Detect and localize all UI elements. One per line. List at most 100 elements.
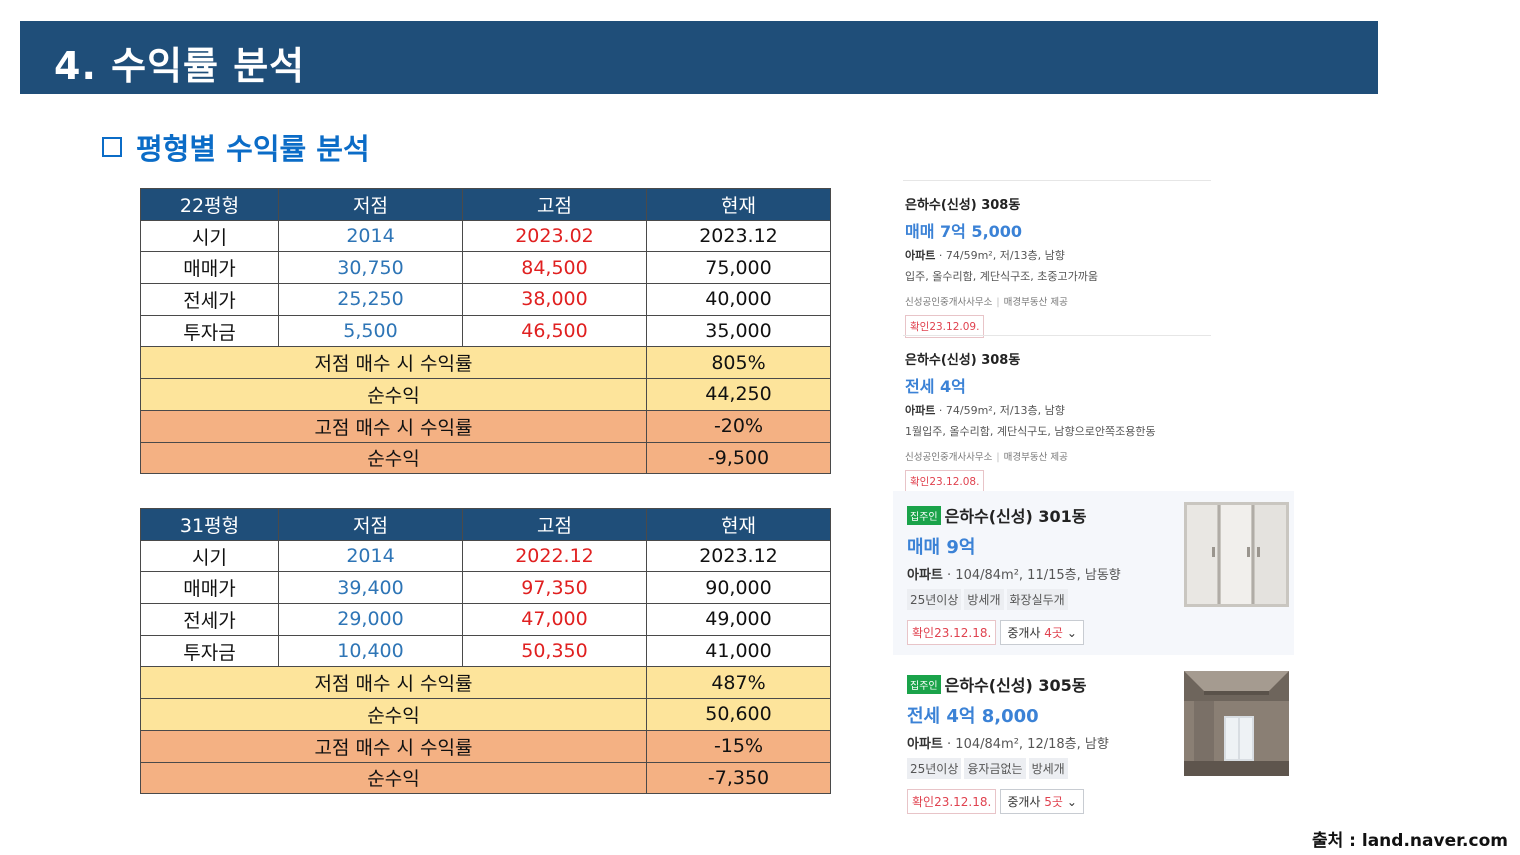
low-value: 25,250 [278, 283, 463, 316]
low-value: 30,750 [278, 251, 463, 285]
profit-table-31: 31평형 저점 고점 현재 시기 2014 2022.12 2023.12 매매… [140, 508, 831, 795]
agents-label: 중개사 [1007, 795, 1041, 809]
card-tag: 융자금없는 [964, 758, 1026, 779]
summary-row: 순수익 44,250 [140, 378, 831, 411]
listing-agent-name: 신성공인중개사사무소 [905, 297, 993, 308]
listing-photo-room[interactable] [1184, 671, 1289, 776]
card-spec: 아파트 · 104/84m², 12/18층, 남향 [907, 737, 1109, 752]
table-header-cell: 고점 [462, 188, 647, 221]
card-spec: 아파트 · 104/84m², 11/15층, 남동향 [907, 568, 1121, 583]
agents-dropdown-button[interactable]: 중개사 4곳 ⌄ [1000, 620, 1084, 645]
low-value: 39,400 [278, 571, 463, 605]
agents-count: 5곳 [1044, 795, 1063, 809]
high-value: 2023.02 [462, 219, 647, 253]
section-subtitle: 평형별 수익률 분석 [102, 126, 370, 168]
listing-spec-text: 74/59m², 저/13층, 남향 [945, 249, 1065, 262]
table-row: 전세가 25,250 38,000 40,000 [140, 283, 831, 316]
current-value: 41,000 [646, 634, 831, 668]
high-value: 50,350 [462, 634, 647, 668]
card-tags: 25년이상 방세개 화장실두개 [907, 589, 1121, 610]
summary-value: 50,600 [646, 698, 831, 731]
listing-desc: 1월입주, 올수리함, 계단식구도, 남향으로안쪽조용한동 [905, 425, 1156, 438]
current-value: 40,000 [646, 283, 831, 316]
card-tags: 25년이상 융자금없는 방세개 [907, 758, 1109, 779]
table-header-cell: 고점 [462, 508, 647, 541]
row-label: 매매가 [140, 571, 279, 605]
listing-divider [903, 180, 1211, 181]
low-value: 29,000 [278, 603, 463, 636]
summary-value: 44,250 [646, 378, 831, 411]
listing-item[interactable]: 은하수(신성) 308동 전세 4억 아파트 · 74/59m², 저/13층,… [905, 349, 1156, 493]
chevron-down-icon: ⌄ [1066, 795, 1077, 809]
summary-row: 고점 매수 시 수익률 -15% [140, 729, 831, 763]
current-value: 2023.12 [646, 219, 831, 253]
table-row: 투자금 5,500 46,500 35,000 [140, 314, 831, 348]
summary-row: 순수익 50,600 [140, 698, 831, 731]
current-value: 35,000 [646, 314, 831, 348]
card-spec-text: 104/84m², 12/18층, 남향 [955, 737, 1109, 752]
listing-provider: 매경부동산 제공 [1003, 452, 1068, 463]
summary-label: 순수익 [140, 761, 647, 795]
card-price: 전세 4억 8,000 [907, 706, 1039, 727]
listing-building: 은하수(신성) 308동 [905, 198, 1021, 213]
row-label: 시기 [140, 539, 279, 573]
listing-spec-text: 74/59m², 저/13층, 남향 [945, 404, 1065, 417]
listing-price: 전세 4억 [905, 377, 966, 396]
low-value: 2014 [278, 539, 463, 573]
owner-badge: 집주인 [907, 674, 941, 694]
listing-item[interactable]: 은하수(신성) 308동 매매 7억 5,000 아파트 · 74/59m², … [905, 194, 1098, 338]
high-value: 97,350 [462, 571, 647, 605]
high-value: 84,500 [462, 251, 647, 285]
page-title: 4. 수익률 분석 [54, 44, 306, 88]
row-label: 투자금 [140, 314, 279, 348]
current-value: 49,000 [646, 603, 831, 636]
listing-provider: 매경부동산 제공 [1003, 297, 1068, 308]
summary-row: 순수익 -7,350 [140, 761, 831, 795]
summary-label: 순수익 [140, 378, 647, 411]
row-label: 시기 [140, 219, 279, 253]
table-row: 시기 2014 2022.12 2023.12 [140, 539, 831, 573]
summary-label: 고점 매수 시 수익률 [140, 409, 647, 443]
agents-count: 4곳 [1044, 626, 1063, 640]
listing-confirm-badge: 확인23.12.09. [905, 315, 985, 338]
title-bar: 4. 수익률 분석 [20, 21, 1378, 94]
high-value: 2022.12 [462, 539, 647, 573]
listing-agent-name: 신성공인중개사사무소 [905, 452, 993, 463]
listing-card[interactable]: 집주인 은하수(신성) 301동 매매 9억 아파트 · 104/84m², 11… [893, 491, 1294, 655]
table-header-row: 22평형 저점 고점 현재 [140, 188, 831, 221]
listing-spec: 아파트 · 74/59m², 저/13층, 남향 [905, 404, 1065, 417]
summary-row: 고점 매수 시 수익률 -20% [140, 409, 831, 443]
card-tag: 화장실두개 [1006, 589, 1068, 610]
card-price: 매매 9억 [907, 537, 976, 558]
row-label: 전세가 [140, 283, 279, 316]
card-building: 은하수(신성) 305동 [944, 676, 1087, 695]
current-value: 90,000 [646, 571, 831, 605]
low-value: 10,400 [278, 634, 463, 668]
summary-value: -7,350 [646, 761, 831, 795]
card-tag: 25년이상 [907, 589, 962, 610]
card-confirm-badge: 확인23.12.18. [907, 789, 997, 814]
table-header-cell: 22평형 [140, 188, 279, 221]
card-confirm-badge: 확인23.12.18. [907, 620, 997, 645]
listing-building: 은하수(신성) 308동 [905, 353, 1021, 368]
card-tag: 방세개 [964, 589, 1004, 610]
checkbox-square-icon [102, 137, 122, 157]
profit-table-22: 22평형 저점 고점 현재 시기 2014 2023.02 2023.12 매매… [140, 188, 831, 475]
card-tag: 방세개 [1028, 758, 1068, 779]
low-value: 5,500 [278, 314, 463, 348]
agents-dropdown-button[interactable]: 중개사 5곳 ⌄ [1000, 789, 1084, 814]
listing-confirm-badge: 확인23.12.08. [905, 470, 985, 493]
table-header-cell: 31평형 [140, 508, 279, 541]
agents-label: 중개사 [1007, 626, 1041, 640]
card-spec-text: 104/84m², 11/15층, 남동향 [955, 568, 1121, 583]
high-value: 47,000 [462, 603, 647, 636]
summary-value: -9,500 [646, 441, 831, 475]
listing-card[interactable]: 집주인 은하수(신성) 305동 전세 4억 8,000 아파트 · 104/84… [893, 660, 1294, 824]
listing-type: 아파트 [905, 404, 936, 417]
high-value: 38,000 [462, 283, 647, 316]
summary-value: -20% [646, 409, 831, 443]
listing-agent: 신성공인중개사사무소 | 매경부동산 제공 [905, 452, 1068, 463]
row-label: 전세가 [140, 603, 279, 636]
listing-photo-closet[interactable] [1184, 502, 1289, 607]
summary-label: 고점 매수 시 수익률 [140, 729, 647, 763]
